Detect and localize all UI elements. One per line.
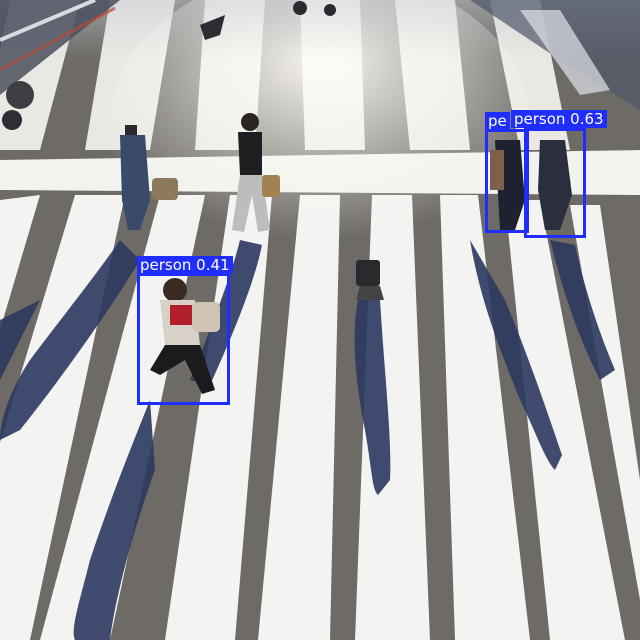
detection-box-person-left xyxy=(137,273,230,405)
pedestrian-shadows xyxy=(0,240,615,640)
detection-label: person 0.41 xyxy=(137,256,233,274)
detection-box-person-right-b xyxy=(524,128,586,238)
detection-label: pe xyxy=(485,112,510,130)
sidewalk-railing xyxy=(0,0,120,130)
pedestrians xyxy=(120,1,572,394)
detection-box-person-right-a xyxy=(485,129,529,233)
detection-label: person 0.63 xyxy=(511,110,607,128)
sun-glare xyxy=(110,0,530,270)
